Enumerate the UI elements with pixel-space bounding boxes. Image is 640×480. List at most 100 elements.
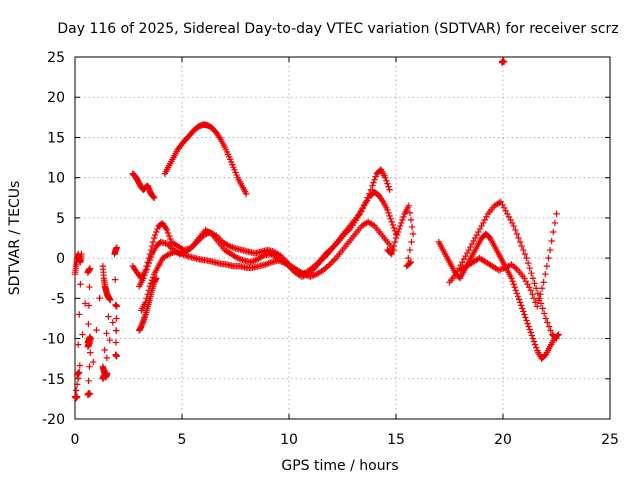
x-tick-label: 5 bbox=[178, 432, 187, 448]
data-point bbox=[112, 339, 120, 346]
data-point bbox=[526, 264, 533, 272]
data-point bbox=[518, 242, 525, 250]
data-point bbox=[509, 278, 516, 285]
data-point bbox=[149, 238, 157, 246]
data-point bbox=[78, 250, 85, 258]
data-point bbox=[167, 235, 174, 243]
data-point bbox=[163, 240, 171, 247]
data-point bbox=[480, 219, 487, 227]
data-point bbox=[553, 210, 560, 218]
data-point bbox=[113, 315, 120, 322]
data-point bbox=[545, 254, 552, 262]
data-point bbox=[73, 393, 81, 400]
data-point bbox=[521, 311, 528, 318]
data-point bbox=[512, 287, 520, 294]
data-point bbox=[103, 354, 111, 362]
data-point bbox=[505, 213, 513, 221]
data-point bbox=[386, 212, 393, 220]
data-point bbox=[152, 231, 159, 239]
data-point bbox=[406, 209, 414, 217]
data-point bbox=[530, 295, 538, 302]
data-point bbox=[87, 335, 95, 342]
data-point bbox=[397, 222, 404, 230]
data-point bbox=[515, 234, 522, 242]
data-point bbox=[467, 243, 474, 251]
series-arc-c bbox=[138, 218, 398, 314]
data-point bbox=[516, 299, 524, 306]
data-point bbox=[553, 335, 560, 342]
data-point bbox=[547, 327, 554, 334]
data-point bbox=[390, 224, 398, 232]
data-point bbox=[408, 223, 416, 231]
data-point bbox=[113, 353, 120, 360]
data-point bbox=[89, 358, 97, 366]
series-arc-b bbox=[136, 166, 393, 290]
data-point bbox=[534, 303, 541, 310]
y-tick-label: 25 bbox=[47, 50, 65, 66]
x-tick-label: 25 bbox=[601, 432, 619, 448]
data-point bbox=[512, 226, 519, 234]
data-point bbox=[86, 265, 94, 272]
data-point bbox=[520, 246, 527, 254]
data-point bbox=[524, 320, 531, 327]
grid-layer bbox=[75, 57, 610, 419]
data-point bbox=[96, 294, 103, 302]
data-point bbox=[388, 218, 395, 226]
data-point bbox=[163, 226, 171, 234]
data-point bbox=[527, 287, 535, 294]
data-point bbox=[540, 310, 548, 317]
data-point bbox=[532, 285, 540, 292]
data-point bbox=[150, 194, 158, 201]
data-point bbox=[399, 216, 406, 224]
data-point bbox=[407, 216, 415, 224]
data-point bbox=[398, 219, 405, 227]
data-point bbox=[366, 190, 373, 197]
data-point bbox=[531, 280, 538, 287]
data-point bbox=[382, 174, 389, 181]
data-point bbox=[470, 237, 477, 245]
data-point bbox=[405, 202, 413, 210]
data-point bbox=[408, 238, 415, 246]
data-point bbox=[370, 179, 377, 186]
data-point bbox=[388, 250, 395, 258]
series-outlier bbox=[498, 57, 508, 66]
data-point bbox=[164, 229, 172, 237]
data-point bbox=[93, 326, 100, 334]
y-tick-label: 20 bbox=[47, 90, 65, 106]
data-point bbox=[551, 219, 559, 227]
data-point bbox=[154, 225, 161, 233]
data-point bbox=[364, 194, 371, 201]
data-point bbox=[111, 276, 119, 283]
data-point bbox=[371, 176, 378, 183]
chart-title: Day 116 of 2025, Sidereal Day-to-day VTE… bbox=[57, 21, 618, 37]
data-point bbox=[529, 275, 537, 282]
data-point bbox=[112, 301, 119, 309]
data-point bbox=[511, 284, 518, 291]
data-point bbox=[531, 341, 539, 348]
data-point bbox=[513, 290, 521, 297]
data-point bbox=[548, 237, 555, 245]
data-point bbox=[513, 230, 521, 238]
data-point bbox=[390, 242, 398, 250]
data-point bbox=[153, 275, 160, 282]
data-point bbox=[103, 330, 110, 337]
x-tick-label: 20 bbox=[494, 432, 512, 448]
data-point bbox=[386, 186, 393, 193]
data-point bbox=[521, 250, 529, 258]
series-cluster-20b bbox=[446, 198, 560, 342]
data-point bbox=[520, 308, 527, 315]
x-tick-label: 15 bbox=[387, 432, 405, 448]
data-point bbox=[383, 177, 390, 184]
data-point bbox=[529, 335, 537, 342]
data-point bbox=[522, 278, 530, 285]
data-point bbox=[528, 332, 536, 339]
data-point bbox=[147, 253, 155, 261]
data-point bbox=[526, 284, 533, 291]
data-point bbox=[85, 377, 92, 384]
data-point bbox=[86, 363, 93, 370]
data-point bbox=[544, 319, 551, 326]
data-point bbox=[542, 271, 549, 278]
data-point bbox=[500, 58, 508, 66]
marks-layer bbox=[71, 57, 562, 402]
x-tick-label: 0 bbox=[71, 432, 80, 448]
